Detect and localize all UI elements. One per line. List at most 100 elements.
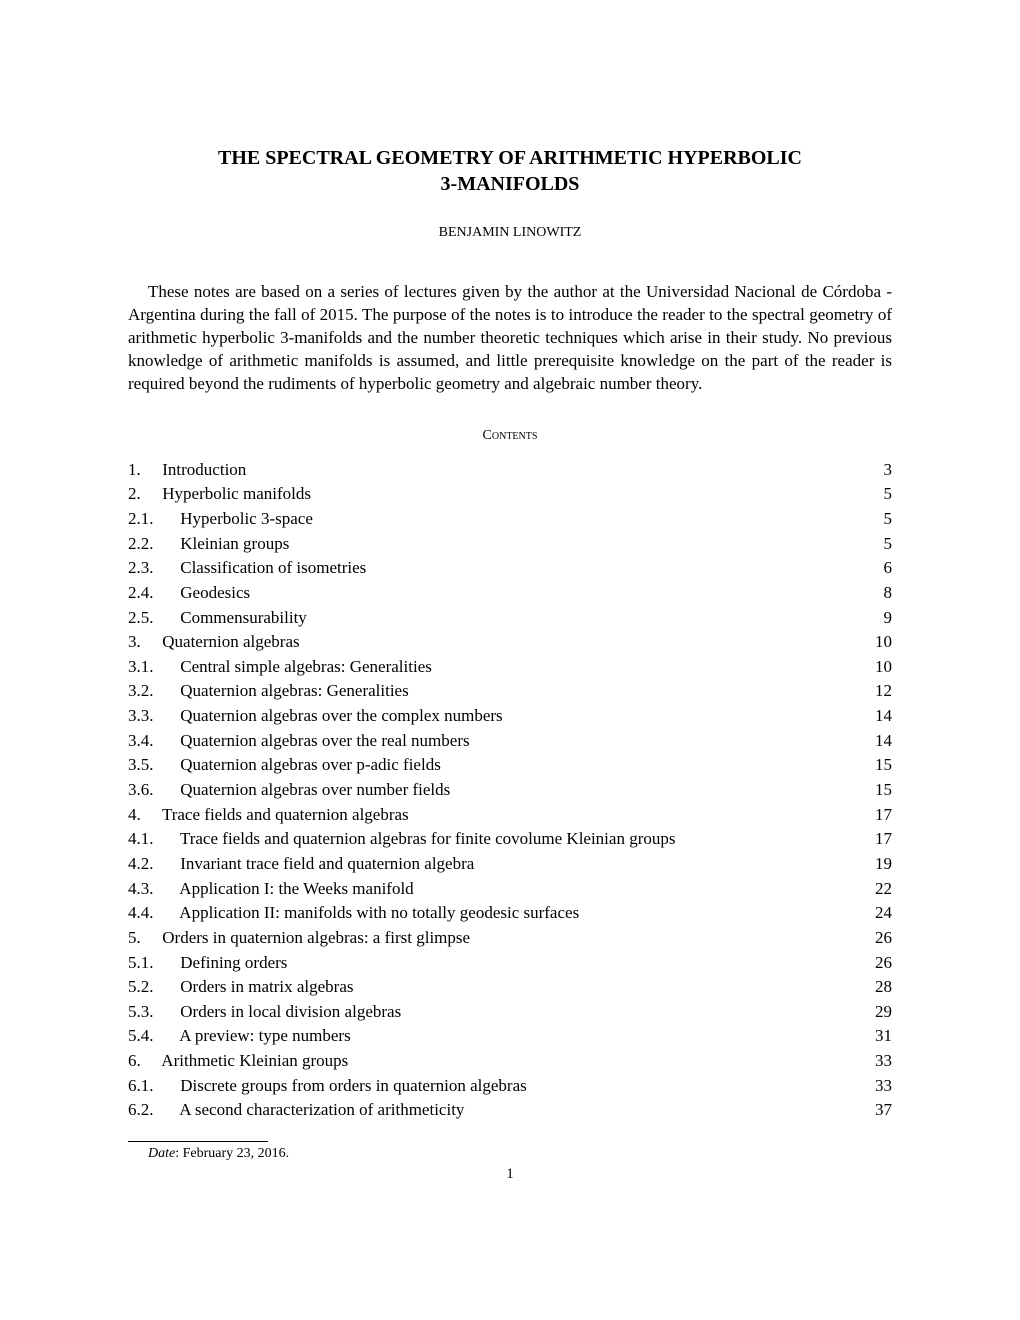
toc-entry: 5. Orders in quaternion algebras: a firs… xyxy=(128,926,892,951)
toc-entry-label: 2.4. Geodesics xyxy=(128,581,864,606)
toc-entry-title: Invariant trace field and quaternion alg… xyxy=(172,854,474,873)
toc-entry-page: 33 xyxy=(863,1074,892,1099)
toc-entry-page: 9 xyxy=(864,606,892,631)
toc-entry-page: 17 xyxy=(863,827,892,852)
toc-entry-number: 2. xyxy=(128,482,158,507)
toc-entry: 5.1. Defining orders26 xyxy=(128,951,892,976)
toc-entry-page: 17 xyxy=(863,803,892,828)
toc-entry-title: Application II: manifolds with no totall… xyxy=(172,903,579,922)
footnote-rule xyxy=(128,1141,268,1142)
date-label: Date xyxy=(148,1146,175,1161)
toc-entry-title: Orders in local division algebras xyxy=(172,1002,401,1021)
toc-entry-page: 24 xyxy=(863,901,892,926)
toc-entry-number: 4.1. xyxy=(128,827,172,852)
toc-entry: 2. Hyperbolic manifolds5 xyxy=(128,482,892,507)
toc-entry-number: 2.4. xyxy=(128,581,172,606)
toc-entry-number: 6.2. xyxy=(128,1098,172,1123)
toc-entry-label: 3.1. Central simple algebras: Generaliti… xyxy=(128,655,863,680)
toc-entry-title: Orders in quaternion algebras: a first g… xyxy=(158,928,470,947)
toc-entry: 4.1. Trace fields and quaternion algebra… xyxy=(128,827,892,852)
toc-entry-number: 4.3. xyxy=(128,877,172,902)
date-value: : February 23, 2016. xyxy=(175,1146,289,1161)
toc-entry-page: 10 xyxy=(863,655,892,680)
toc-entry-page: 26 xyxy=(863,951,892,976)
toc-entry-number: 6.1. xyxy=(128,1074,172,1099)
toc-entry-page: 29 xyxy=(863,1000,892,1025)
toc-entry: 5.4. A preview: type numbers31 xyxy=(128,1024,892,1049)
toc-entry-page: 14 xyxy=(863,704,892,729)
toc-entry-number: 4.4. xyxy=(128,901,172,926)
toc-entry: 5.2. Orders in matrix algebras28 xyxy=(128,975,892,1000)
toc-entry-page: 15 xyxy=(863,753,892,778)
toc-entry-label: 3.5. Quaternion algebras over p-adic fie… xyxy=(128,753,863,778)
toc-entry-title: Hyperbolic 3-space xyxy=(172,509,313,528)
toc-entry-label: 6.1. Discrete groups from orders in quat… xyxy=(128,1074,863,1099)
toc-entry-number: 3.2. xyxy=(128,679,172,704)
toc-entry-label: 4.4. Application II: manifolds with no t… xyxy=(128,901,863,926)
toc-entry-label: 4.2. Invariant trace field and quaternio… xyxy=(128,852,863,877)
toc-entry-title: Central simple algebras: Generalities xyxy=(172,657,432,676)
title-line-2: 3-MANIFOLDS xyxy=(441,173,580,195)
toc-entry: 6. Arithmetic Kleinian groups33 xyxy=(128,1049,892,1074)
toc-entry-page: 5 xyxy=(864,532,892,557)
toc-entry: 4. Trace fields and quaternion algebras1… xyxy=(128,803,892,828)
toc-entry-label: 2.1. Hyperbolic 3-space xyxy=(128,507,864,532)
toc-entry-page: 37 xyxy=(863,1098,892,1123)
toc-entry-title: Discrete groups from orders in quaternio… xyxy=(172,1076,527,1095)
toc-entry-number: 3.3. xyxy=(128,704,172,729)
toc-entry: 5.3. Orders in local division algebras 29 xyxy=(128,1000,892,1025)
toc-entry: 4.4. Application II: manifolds with no t… xyxy=(128,901,892,926)
toc-entry-title: Quaternion algebras xyxy=(158,632,300,651)
toc-entry-label: 4. Trace fields and quaternion algebras xyxy=(128,803,863,828)
toc-entry-title: Kleinian groups xyxy=(172,534,289,553)
toc-entry: 3. Quaternion algebras10 xyxy=(128,630,892,655)
toc-entry: 1. Introduction3 xyxy=(128,458,892,483)
toc-entry: 3.5. Quaternion algebras over p-adic fie… xyxy=(128,753,892,778)
toc-entry-page: 6 xyxy=(864,556,892,581)
toc-entry-title: Hyperbolic manifolds xyxy=(158,484,311,503)
toc-entry-title: Introduction xyxy=(158,460,246,479)
toc-entry-number: 5.1. xyxy=(128,951,172,976)
toc-entry: 6.1. Discrete groups from orders in quat… xyxy=(128,1074,892,1099)
toc-entry-title: A second characterization of arithmetici… xyxy=(172,1100,464,1119)
toc-entry-title: Quaternion algebras over number fields xyxy=(172,780,450,799)
toc-entry-label: 5. Orders in quaternion algebras: a firs… xyxy=(128,926,863,951)
toc-entry: 2.4. Geodesics8 xyxy=(128,581,892,606)
toc-entry-page: 3 xyxy=(864,458,892,483)
toc-entry-number: 2.1. xyxy=(128,507,172,532)
toc-entry-number: 3.4. xyxy=(128,729,172,754)
page-number: 1 xyxy=(128,1166,892,1183)
toc-entry-number: 5.3. xyxy=(128,1000,172,1025)
toc-entry-title: Quaternion algebras: Generalities xyxy=(172,681,409,700)
toc-entry: 3.2. Quaternion algebras: Generalities12 xyxy=(128,679,892,704)
toc-entry: 2.2. Kleinian groups5 xyxy=(128,532,892,557)
toc-entry: 3.4. Quaternion algebras over the real n… xyxy=(128,729,892,754)
document-title: THE SPECTRAL GEOMETRY OF ARITHMETIC HYPE… xyxy=(128,145,892,197)
toc-entry-number: 5.2. xyxy=(128,975,172,1000)
toc-entry: 2.5. Commensurability9 xyxy=(128,606,892,631)
toc-entry-page: 12 xyxy=(863,679,892,704)
toc-entry-label: 3.2. Quaternion algebras: Generalities xyxy=(128,679,863,704)
toc-entry-label: 6. Arithmetic Kleinian groups xyxy=(128,1049,863,1074)
toc-entry-label: 2.5. Commensurability xyxy=(128,606,864,631)
toc-entry-label: 6.2. A second characterization of arithm… xyxy=(128,1098,863,1123)
toc-entry-title: Orders in matrix algebras xyxy=(172,977,354,996)
toc-entry-label: 4.1. Trace fields and quaternion algebra… xyxy=(128,827,863,852)
toc-entry: 6.2. A second characterization of arithm… xyxy=(128,1098,892,1123)
toc-entry: 2.1. Hyperbolic 3-space5 xyxy=(128,507,892,532)
toc-entry-label: 3. Quaternion algebras xyxy=(128,630,863,655)
toc-entry-page: 8 xyxy=(864,581,892,606)
toc-entry-number: 1. xyxy=(128,458,158,483)
author-name: BENJAMIN LINOWITZ xyxy=(128,225,892,241)
toc-entry-title: Commensurability xyxy=(172,608,307,627)
date-footnote: Date: February 23, 2016. xyxy=(128,1146,892,1162)
toc-entry-page: 10 xyxy=(863,630,892,655)
toc-entry-page: 26 xyxy=(863,926,892,951)
contents-heading: Contents xyxy=(128,428,892,444)
toc-entry: 2.3. Classification of isometries6 xyxy=(128,556,892,581)
toc-entry-number: 3.5. xyxy=(128,753,172,778)
toc-entry-label: 2.3. Classification of isometries xyxy=(128,556,864,581)
toc-entry-label: 1. Introduction xyxy=(128,458,864,483)
toc-entry: 4.3. Application I: the Weeks manifold22 xyxy=(128,877,892,902)
title-line-1: THE SPECTRAL GEOMETRY OF ARITHMETIC HYPE… xyxy=(218,147,802,169)
